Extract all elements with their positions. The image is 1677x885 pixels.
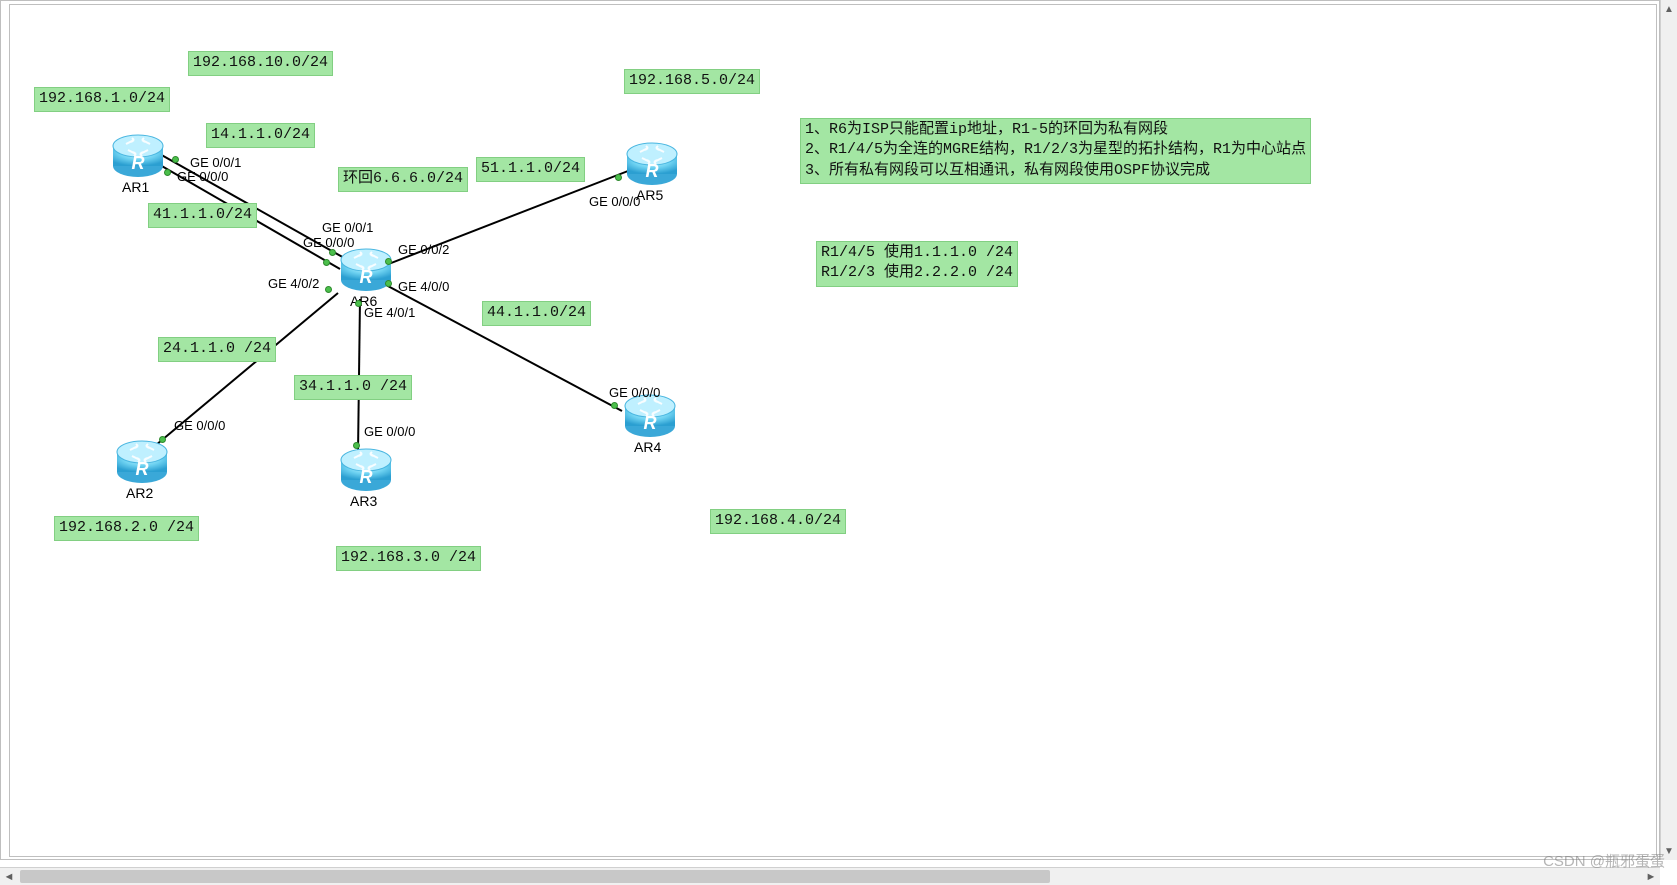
net-label[interactable]: 44.1.1.0/24 xyxy=(482,301,591,326)
port-dot xyxy=(385,280,392,287)
port-dot xyxy=(329,249,336,256)
net-label[interactable]: 192.168.2.0 /24 xyxy=(54,516,199,541)
svg-text:R: R xyxy=(360,267,373,287)
scroll-left-arrow[interactable]: ◄ xyxy=(0,868,18,885)
port-dot xyxy=(615,174,622,181)
svg-text:R: R xyxy=(644,413,657,433)
port-label: GE 4/0/0 xyxy=(398,279,449,294)
port-label: GE 4/0/1 xyxy=(364,305,415,320)
net-label[interactable]: 34.1.1.0 /24 xyxy=(294,375,412,400)
router-ar2[interactable]: R xyxy=(114,439,170,490)
net-label[interactable]: 24.1.1.0 /24 xyxy=(158,337,276,362)
port-dot xyxy=(353,442,360,449)
watermark: CSDN @瓶邪蛋蛋 xyxy=(1543,850,1665,871)
port-dot xyxy=(325,286,332,293)
topology-canvas[interactable]: R AR1 R AR5 xyxy=(9,4,1657,857)
net-label[interactable]: 192.168.5.0/24 xyxy=(624,69,760,94)
router-label-ar1: AR1 xyxy=(122,179,149,195)
router-label-ar3: AR3 xyxy=(350,493,377,509)
port-label: GE 0/0/0 xyxy=(609,385,660,400)
router-ar3[interactable]: R xyxy=(338,447,394,498)
svg-text:R: R xyxy=(132,153,145,173)
port-dot xyxy=(164,169,171,176)
net-label[interactable]: 192.168.1.0/24 xyxy=(34,87,170,112)
net-label[interactable]: R1/4/5 使用1.1.1.0 /24 R1/2/3 使用2.2.2.0 /2… xyxy=(816,241,1018,287)
app-viewport: R AR1 R AR5 xyxy=(0,0,1660,860)
vertical-scrollbar[interactable]: ▲ ▼ xyxy=(1660,0,1677,860)
port-dot xyxy=(611,402,618,409)
svg-text:R: R xyxy=(136,459,149,479)
router-ar1[interactable]: R xyxy=(110,133,166,184)
net-label[interactable]: 192.168.3.0 /24 xyxy=(336,546,481,571)
router-label-ar2: AR2 xyxy=(126,485,153,501)
net-label[interactable]: 192.168.10.0/24 xyxy=(188,51,333,76)
port-label: GE 0/0/1 xyxy=(190,155,241,170)
port-label: GE 0/0/0 xyxy=(303,235,354,250)
router-ar6[interactable]: R xyxy=(338,247,394,298)
port-label: GE 4/0/2 xyxy=(268,276,319,291)
port-label: GE 0/0/0 xyxy=(589,194,640,209)
router-ar4[interactable]: R xyxy=(622,393,678,444)
port-label: GE 0/0/1 xyxy=(322,220,373,235)
port-dot xyxy=(159,436,166,443)
net-label[interactable]: 14.1.1.0/24 xyxy=(206,123,315,148)
net-label[interactable]: 51.1.1.0/24 xyxy=(476,157,585,182)
scroll-up-arrow[interactable]: ▲ xyxy=(1661,0,1677,18)
scroll-thumb[interactable] xyxy=(20,870,1050,883)
svg-text:R: R xyxy=(360,467,373,487)
port-dot xyxy=(355,300,362,307)
net-label[interactable]: 环回6.6.6.0/24 xyxy=(338,167,468,192)
port-dot xyxy=(323,259,330,266)
port-label: GE 0/0/0 xyxy=(364,424,415,439)
net-label[interactable]: 41.1.1.0/24 xyxy=(148,203,257,228)
svg-text:R: R xyxy=(646,161,659,181)
horizontal-scrollbar[interactable]: ◄ ► xyxy=(0,867,1660,885)
port-dot xyxy=(172,156,179,163)
net-label[interactable]: 1、R6为ISP只能配置ip地址，R1-5的环回为私有网段 2、R1/4/5为全… xyxy=(800,118,1311,184)
router-ar5[interactable]: R xyxy=(624,141,680,192)
net-label[interactable]: 192.168.4.0/24 xyxy=(710,509,846,534)
port-label: GE 0/0/0 xyxy=(174,418,225,433)
router-label-ar4: AR4 xyxy=(634,439,661,455)
port-label: GE 0/0/2 xyxy=(398,242,449,257)
port-dot xyxy=(385,258,392,265)
port-label: GE 0/0/0 xyxy=(177,169,228,184)
